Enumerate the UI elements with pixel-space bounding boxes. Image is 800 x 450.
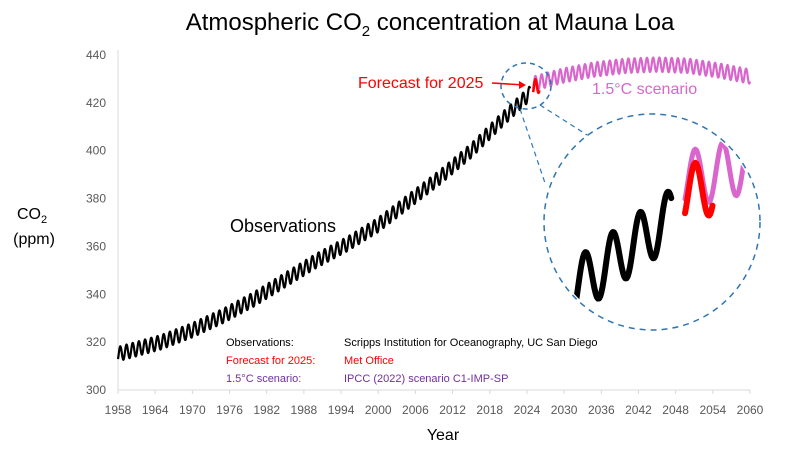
x-tick-label: 1994 bbox=[328, 403, 355, 417]
x-tick-label: 1982 bbox=[253, 403, 280, 417]
series-layer bbox=[116, 56, 752, 361]
zoom-line-observations bbox=[572, 188, 675, 311]
sources-block: Observations: Scripps Institution for Oce… bbox=[226, 337, 598, 385]
x-tick-label: 2000 bbox=[365, 403, 392, 417]
x-tick-label: 2024 bbox=[514, 403, 541, 417]
x-tick-label: 1976 bbox=[216, 403, 243, 417]
chart-title: Atmospheric CO2 concentration at Mauna L… bbox=[186, 9, 675, 40]
title-sub: 2 bbox=[362, 23, 370, 40]
series-line-observations bbox=[116, 85, 532, 361]
source-label: Observations: bbox=[226, 337, 294, 349]
series-line-forecast-for-2025 bbox=[531, 78, 541, 95]
x-tick-label: 2012 bbox=[439, 403, 466, 417]
x-axis-label: Year bbox=[427, 427, 460, 444]
zoom-connector-upper bbox=[539, 104, 596, 141]
zoom-inset bbox=[500, 62, 761, 331]
x-tick-label: 2048 bbox=[662, 403, 689, 417]
source-label: 1.5°C scenario: bbox=[226, 373, 301, 385]
zoom-source-circle bbox=[500, 62, 552, 110]
y-tick-label: 300 bbox=[86, 383, 106, 397]
x-tick-label: 2042 bbox=[625, 403, 652, 417]
title-rest: concentration at Mauna Loa bbox=[370, 9, 675, 36]
zoom-inset-series bbox=[572, 126, 758, 311]
title-main: Atmospheric CO bbox=[186, 9, 362, 36]
y-axis-label-line2: (ppm) bbox=[13, 231, 55, 248]
zoom-line-forecast-for-2025 bbox=[682, 159, 716, 219]
source-label: Forecast for 2025: bbox=[226, 355, 315, 367]
y-tick-label: 440 bbox=[86, 48, 106, 62]
x-tick-label: 1970 bbox=[179, 403, 206, 417]
x-tick-label: 2060 bbox=[737, 403, 764, 417]
zoom-circle bbox=[543, 113, 761, 331]
x-tick-label: 1964 bbox=[142, 403, 169, 417]
y-tick-label: 400 bbox=[86, 144, 106, 158]
y-tick-label: 360 bbox=[86, 239, 106, 253]
x-tick-label: 2006 bbox=[402, 403, 429, 417]
x-tick-label: 1988 bbox=[291, 403, 318, 417]
x-tick-label: 2018 bbox=[476, 403, 503, 417]
series-line-1-5-c-scenario bbox=[532, 56, 752, 91]
x-tick-label: 1958 bbox=[105, 403, 132, 417]
forecast-pointer-arrowhead bbox=[519, 81, 526, 89]
source-value: IPCC (2022) scenario C1-IMP-SP bbox=[344, 373, 508, 385]
source-value: Scripps Institution for Oceanography, UC… bbox=[344, 337, 598, 349]
y-tick-label: 320 bbox=[86, 335, 106, 349]
y-axis-label-line1: CO2 bbox=[17, 206, 47, 226]
source-value: Met Office bbox=[344, 355, 394, 367]
axes: 1958 1964 1970 1976 1982 1988 1994 2000 2006 2012… bbox=[86, 48, 764, 417]
x-tick-label: 2054 bbox=[699, 403, 726, 417]
y-tick-label: 340 bbox=[86, 287, 106, 301]
forecast-pointer bbox=[491, 82, 525, 86]
forecast-annotation: Forecast for 2025 bbox=[358, 75, 484, 92]
scenario-annotation: 1.5°C scenario bbox=[592, 81, 697, 98]
y-tick-label: 420 bbox=[86, 96, 106, 110]
zoom-connector-lower bbox=[519, 108, 546, 184]
y-tick-label: 380 bbox=[86, 192, 106, 206]
x-tick-label: 2030 bbox=[551, 403, 578, 417]
x-tick-label: 2036 bbox=[588, 403, 615, 417]
observations-annotation: Observations bbox=[230, 216, 336, 236]
